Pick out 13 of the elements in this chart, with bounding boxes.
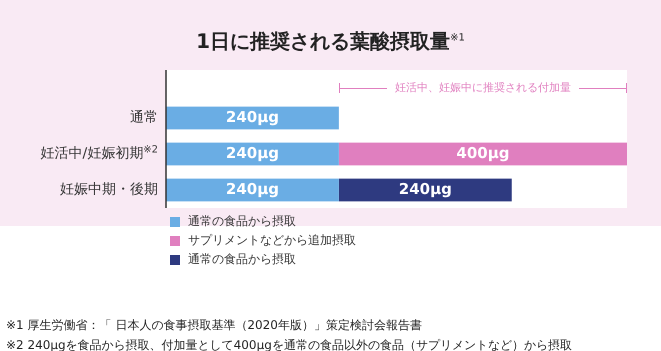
data-label: 240μg xyxy=(398,180,452,198)
y-tick-label: 妊娠中期・後期 xyxy=(60,182,158,198)
data-label: 240μg xyxy=(226,108,279,126)
data-label: 400μg xyxy=(456,144,510,162)
legend-label: 通常の食品から摂取 xyxy=(188,251,296,268)
annotation: 妊活中、妊娠中に推奨される付加量 xyxy=(386,81,579,94)
legend-label: 通常の食品から摂取 xyxy=(188,213,296,230)
data-label: 240μg xyxy=(226,144,279,162)
chart-title: 1日に推奨される葉酸摂取量$^{※1}$ xyxy=(195,28,466,55)
legend-label: サプリメントなどから追加摂取 xyxy=(188,232,356,249)
text: ※1 厚生労働省：「 日本人の食事摂取基準（2020年版）」策定検討会報告書 xyxy=(6,317,423,334)
data-label: 240μg xyxy=(226,180,279,198)
y-tick-label: 通常 xyxy=(130,110,158,126)
